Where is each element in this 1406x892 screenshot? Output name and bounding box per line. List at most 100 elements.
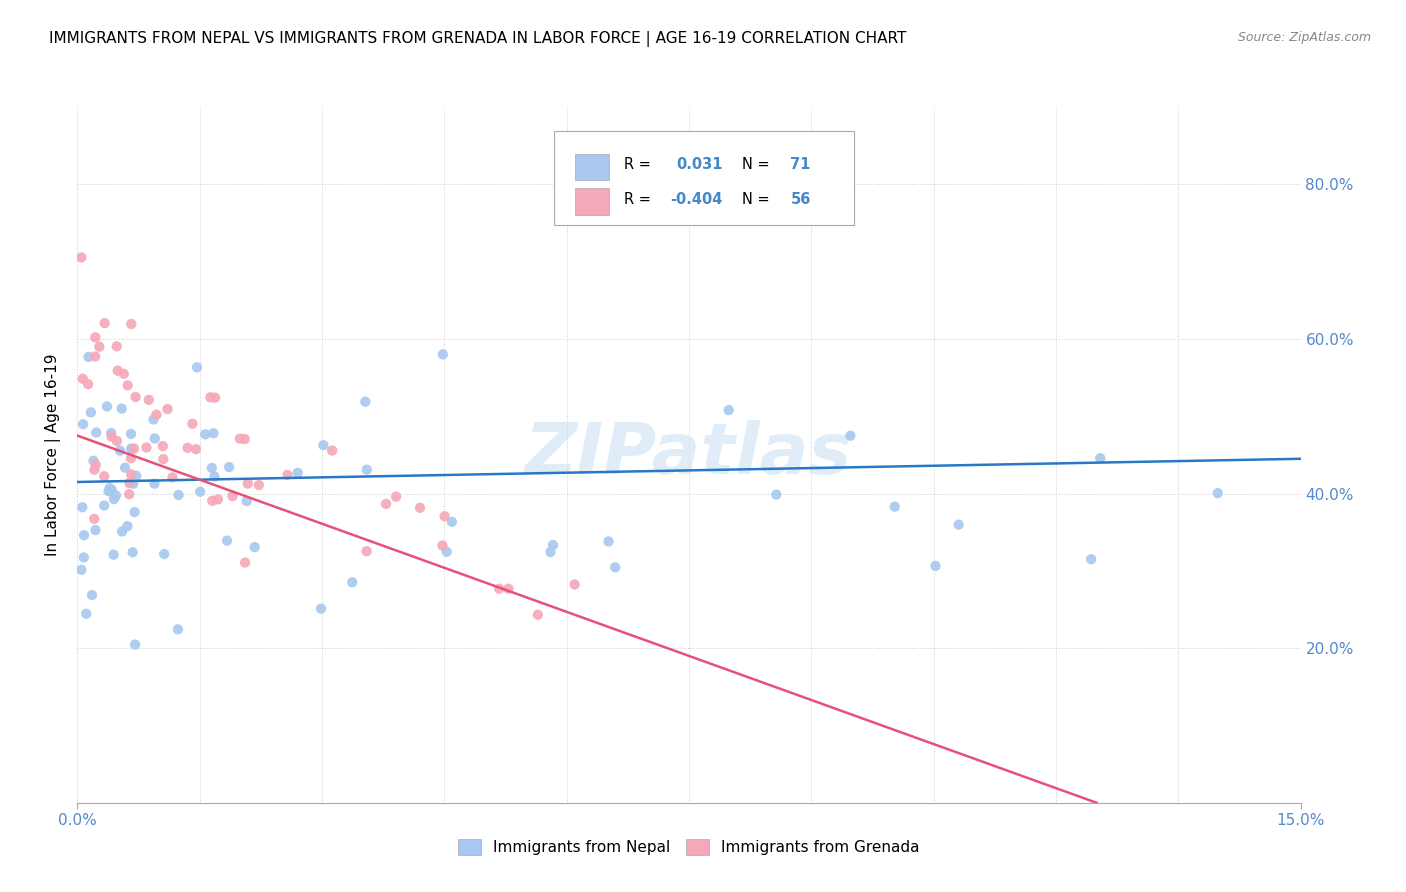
Point bbox=[124, 505, 146, 519]
Point bbox=[176, 441, 198, 455]
Point bbox=[432, 539, 454, 553]
Point bbox=[221, 489, 243, 503]
Point bbox=[105, 434, 128, 448]
Bar bbox=[575, 188, 609, 215]
Text: 0.031: 0.031 bbox=[676, 157, 723, 172]
Point bbox=[112, 367, 135, 381]
FancyBboxPatch shape bbox=[554, 131, 853, 226]
Point bbox=[1206, 486, 1229, 500]
Point bbox=[84, 458, 107, 472]
Text: 56: 56 bbox=[790, 192, 811, 207]
Point bbox=[540, 545, 562, 559]
Point bbox=[96, 400, 118, 414]
Point bbox=[243, 540, 266, 554]
Point bbox=[309, 601, 332, 615]
Point bbox=[385, 490, 408, 504]
Point bbox=[215, 533, 238, 548]
Text: 71: 71 bbox=[790, 157, 811, 172]
Text: R =: R = bbox=[624, 157, 651, 172]
Y-axis label: In Labor Force | Age 16-19: In Labor Force | Age 16-19 bbox=[45, 353, 62, 557]
Point bbox=[84, 523, 107, 537]
Point bbox=[70, 563, 93, 577]
Point bbox=[117, 378, 139, 392]
Point bbox=[598, 534, 620, 549]
Point bbox=[321, 443, 343, 458]
Bar bbox=[575, 153, 609, 180]
Point bbox=[202, 426, 225, 441]
Point bbox=[103, 548, 125, 562]
Point bbox=[312, 438, 335, 452]
Point bbox=[89, 340, 111, 354]
Point bbox=[82, 454, 104, 468]
Point bbox=[527, 607, 550, 622]
Legend: Immigrants from Nepal, Immigrants from Grenada: Immigrants from Nepal, Immigrants from G… bbox=[453, 833, 925, 862]
Point bbox=[765, 488, 787, 502]
Point bbox=[204, 469, 226, 483]
Point bbox=[84, 350, 107, 364]
Point bbox=[218, 460, 240, 475]
Point bbox=[138, 392, 160, 407]
Point bbox=[839, 428, 862, 442]
Point bbox=[70, 251, 93, 265]
Point bbox=[186, 360, 208, 375]
Point bbox=[77, 377, 100, 392]
Text: R =: R = bbox=[624, 192, 651, 207]
Point bbox=[97, 484, 120, 499]
Point bbox=[233, 556, 256, 570]
Point bbox=[433, 509, 456, 524]
Point bbox=[111, 524, 134, 539]
Point bbox=[167, 488, 190, 502]
Point bbox=[153, 547, 176, 561]
Point bbox=[276, 467, 298, 482]
Point bbox=[204, 391, 226, 405]
Point bbox=[121, 545, 143, 559]
Text: -0.404: -0.404 bbox=[671, 192, 723, 207]
Point bbox=[120, 426, 142, 441]
Point bbox=[356, 463, 378, 477]
Point bbox=[143, 476, 166, 491]
Point bbox=[77, 350, 100, 364]
Point bbox=[107, 364, 129, 378]
Point bbox=[207, 492, 229, 507]
Point bbox=[440, 515, 463, 529]
Point bbox=[564, 577, 586, 591]
Point bbox=[83, 463, 105, 477]
Point bbox=[229, 432, 252, 446]
Text: ZIPatlas: ZIPatlas bbox=[526, 420, 852, 490]
Point bbox=[72, 500, 94, 515]
Point bbox=[235, 494, 257, 508]
Point bbox=[80, 588, 103, 602]
Point bbox=[72, 372, 94, 386]
Point bbox=[120, 467, 142, 482]
Point bbox=[1080, 552, 1102, 566]
Point bbox=[1090, 451, 1112, 466]
Point bbox=[194, 427, 217, 442]
Point bbox=[118, 476, 141, 491]
Point bbox=[124, 638, 146, 652]
Point bbox=[287, 466, 309, 480]
Point bbox=[111, 401, 134, 416]
Point bbox=[152, 452, 174, 467]
Point bbox=[142, 412, 165, 426]
Point bbox=[83, 512, 105, 526]
Point bbox=[181, 417, 204, 431]
Point bbox=[118, 487, 141, 501]
Point bbox=[201, 461, 224, 475]
Point bbox=[432, 347, 454, 361]
Point bbox=[117, 519, 139, 533]
Point bbox=[356, 544, 378, 558]
Point bbox=[541, 538, 564, 552]
Point bbox=[93, 316, 115, 330]
Point bbox=[84, 330, 107, 344]
Point bbox=[114, 460, 136, 475]
Point bbox=[188, 484, 211, 499]
Point bbox=[233, 432, 256, 446]
Point bbox=[100, 429, 122, 443]
Point bbox=[184, 442, 207, 457]
Point bbox=[152, 439, 174, 453]
Point bbox=[75, 607, 97, 621]
Point bbox=[375, 497, 398, 511]
Point bbox=[93, 469, 115, 483]
Point bbox=[98, 481, 121, 495]
Point bbox=[80, 405, 103, 419]
